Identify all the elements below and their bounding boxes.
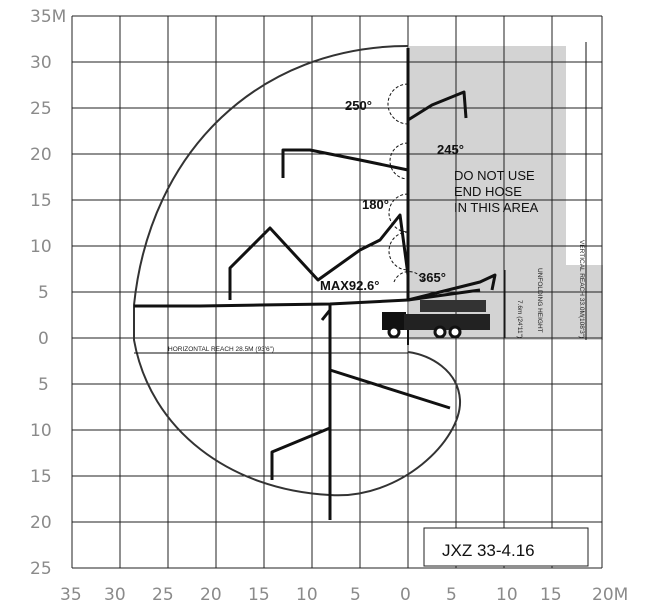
truck-cab: [382, 312, 406, 330]
x-tick: 30: [104, 585, 126, 605]
x-tick: 15: [248, 585, 270, 605]
truck-boom-base: [407, 288, 481, 302]
arc-180b: [388, 231, 409, 271]
y-tick: 20: [30, 513, 52, 533]
x-tick: 25: [152, 585, 174, 605]
truck-wheel-2: [433, 325, 447, 339]
arc-245: [389, 142, 409, 180]
arc-180: [388, 193, 409, 233]
x-tick: 20: [200, 585, 222, 605]
y-tick: 30: [30, 53, 52, 73]
y-tick: 15: [30, 467, 52, 487]
y-tick: 20: [30, 145, 52, 165]
y-tick: 15: [30, 191, 52, 211]
boom-mid-fold: [228, 213, 410, 300]
x-tick: 5: [350, 585, 361, 605]
x-tick: 0: [400, 585, 411, 605]
y-axis-labels: 35M 30 25 20 15 10 5 0 5 10 15 20 25: [30, 7, 66, 579]
arc-250: [387, 83, 409, 125]
dimension-lines: [134, 42, 587, 354]
angle-label-180: 180°: [362, 197, 389, 212]
boom-horizontal: [134, 298, 409, 308]
boom-truck-arm: [407, 273, 497, 302]
truck-wheel-1: [387, 325, 401, 339]
x-tick: 10: [296, 585, 318, 605]
y-tick: 10: [30, 421, 52, 441]
y-tick: 25: [30, 559, 52, 579]
angle-label-365: 365°: [419, 270, 446, 285]
y-tick: 35M: [30, 7, 66, 27]
boom-lower-left: [320, 309, 332, 321]
angle-label-245: 245°: [437, 142, 464, 157]
y-tick: 5: [38, 283, 49, 303]
warning-line-2: END HOSE: [454, 184, 522, 199]
x-tick: 5: [446, 585, 457, 605]
unfolding-value-label: 7.6m (24'11"): [516, 300, 523, 338]
warning-line-1: DO NOT USE: [454, 168, 535, 183]
truck-wheel-3: [448, 325, 462, 339]
unfolding-height-label: UNFOLDING HEIGHT: [536, 268, 543, 333]
boom-lines: [134, 48, 497, 520]
boom-down-arm-2: [270, 426, 331, 480]
boom-down-arm-1: [329, 368, 451, 410]
do-not-use-area: [409, 46, 566, 340]
x-tick: 10: [496, 585, 518, 605]
x-tick: 15: [540, 585, 562, 605]
model-label: JXZ 33-4.16: [442, 541, 535, 560]
concrete-pump-truck: [382, 288, 490, 345]
truck-body: [404, 314, 490, 330]
boom-top-fold: [407, 90, 468, 122]
vertical-reach-label: VERTICAL REACH 33.0M(108'3"): [578, 240, 585, 338]
boom-upper-fold: [281, 148, 409, 178]
y-tick: 0: [38, 329, 49, 349]
y-tick: 5: [38, 375, 49, 395]
truck-deck: [420, 300, 486, 312]
grid: [71, 15, 603, 569]
y-tick: 10: [30, 237, 52, 257]
x-tick: 20M: [592, 585, 628, 605]
max-angle-label: MAX92.6°: [320, 278, 379, 293]
warning-line-3: IN THIS AREA: [454, 200, 539, 215]
x-axis-labels: 35 30 25 20 15 10 5 0 5 10 15 20M: [60, 585, 628, 605]
do-not-use-area-step: [566, 265, 603, 340]
y-tick: 25: [30, 99, 52, 119]
x-tick: 35: [60, 585, 82, 605]
reach-envelope: [133, 45, 462, 497]
model-label-box: [423, 527, 589, 567]
horizontal-reach-label: HORIZONTAL REACH 28.5M (93'6"): [168, 346, 274, 353]
rotation-arcs: [387, 83, 425, 283]
angle-label-250: 250°: [345, 98, 372, 113]
